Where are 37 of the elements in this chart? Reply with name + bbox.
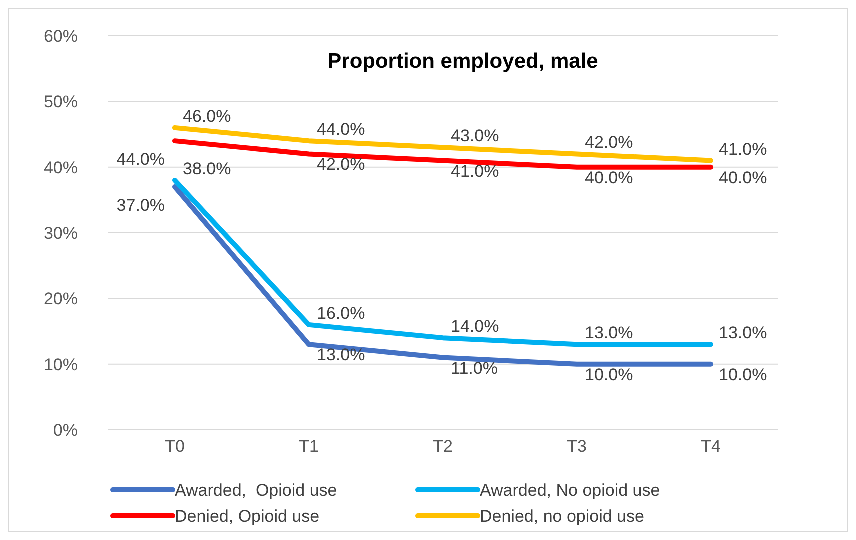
y-tick-label: 20% <box>44 290 78 309</box>
data-label: 10.0% <box>585 365 634 384</box>
data-label: 38.0% <box>183 159 232 178</box>
data-label: 46.0% <box>183 106 232 126</box>
data-label: 42.0% <box>317 155 366 174</box>
legend-label: Awarded, Opioid use <box>175 480 338 500</box>
data-label: 10.0% <box>719 365 768 384</box>
x-tick-label: T0 <box>165 437 185 456</box>
data-label: 44.0% <box>116 150 165 170</box>
x-tick-label: T4 <box>701 437 721 456</box>
data-label: 43.0% <box>451 126 500 146</box>
data-label: 41.0% <box>451 162 500 181</box>
y-tick-label: 60% <box>44 26 78 46</box>
y-tick-label: 30% <box>44 224 78 243</box>
data-label: 13.0% <box>585 324 634 343</box>
text: Proportion employed, male <box>328 50 598 73</box>
x-tick-label: T3 <box>567 437 587 456</box>
x-tick-label: T1 <box>299 437 319 456</box>
legend-label: Denied, Opioid use <box>175 506 320 526</box>
x-tick-label: T2 <box>433 437 453 456</box>
data-label: 42.0% <box>585 133 634 152</box>
data-label: 11.0% <box>451 358 498 378</box>
data-label: 16.0% <box>317 304 366 323</box>
data-label: 13.0% <box>317 346 366 365</box>
data-label: 40.0% <box>719 168 768 188</box>
data-label: 14.0% <box>451 317 500 336</box>
data-label: 13.0% <box>719 324 768 343</box>
y-tick-label: 10% <box>44 355 78 374</box>
data-label: 40.0% <box>585 168 634 188</box>
legend-label: Awarded, No opioid use <box>480 480 660 500</box>
legend-label: Denied, no opioid use <box>480 506 644 526</box>
y-tick-label: 0% <box>53 420 78 440</box>
data-label: 44.0% <box>317 120 366 140</box>
data-label: 37.0% <box>116 196 165 216</box>
data-label: 41.0% <box>719 140 768 159</box>
y-tick-label: 50% <box>44 92 78 112</box>
y-tick-label: 40% <box>44 158 78 178</box>
